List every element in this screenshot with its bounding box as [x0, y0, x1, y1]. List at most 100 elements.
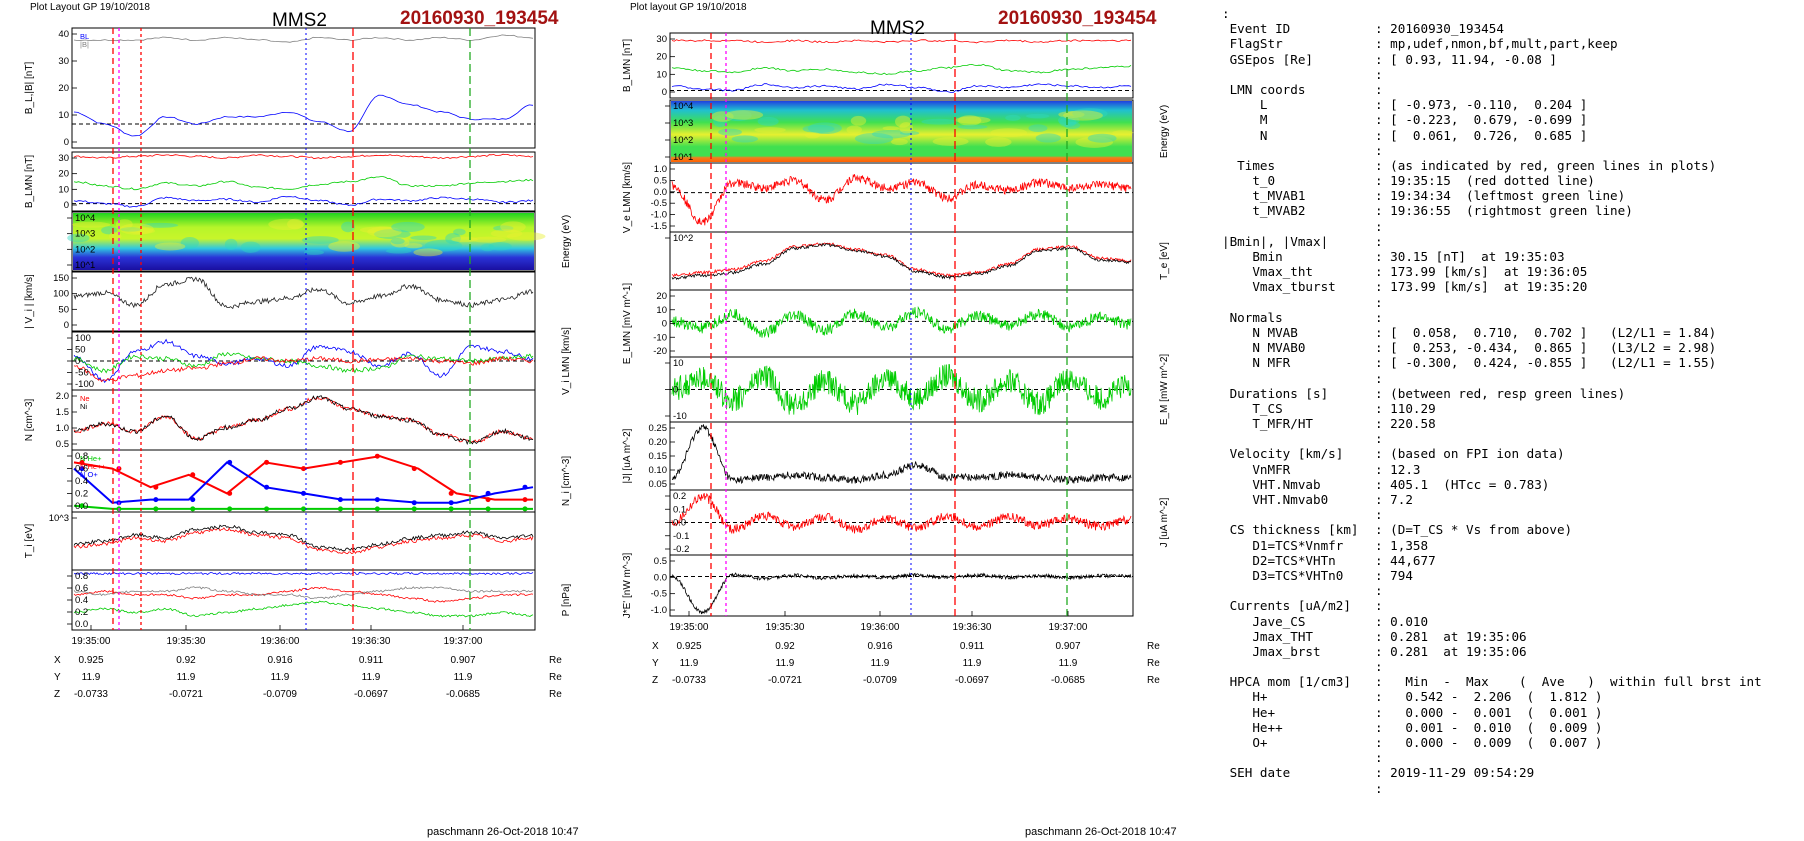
spectrogram-blob [990, 128, 1028, 138]
x-tick-label: 19:36:00 [861, 622, 900, 633]
spectrogram-blob [506, 232, 546, 241]
data-point [79, 459, 85, 465]
axis-label: N [cm^-3] [24, 399, 35, 442]
spectrogram-blob [985, 137, 1012, 147]
data-point [522, 506, 528, 512]
coord-value: -0.0709 [863, 675, 897, 686]
coord-value: 0.907 [1055, 641, 1080, 652]
info-key: D2=TCS*VHTn [1222, 552, 1336, 568]
spectrogram-blob [1059, 117, 1077, 128]
spectrogram-blob [725, 110, 764, 120]
y-tick-label: -10 [673, 411, 687, 422]
info-row: T_MFR/HT: 220.58 [1222, 416, 1762, 431]
spectrogram-blob [1057, 115, 1080, 126]
y-tick-label: 100 [75, 333, 91, 344]
info-value: : 0.542 - 2.206 ( 1.812 ) [1375, 689, 1603, 705]
data-point [448, 506, 454, 512]
info-key: Currents [uA/m2] [1222, 598, 1351, 614]
data-point [485, 506, 491, 512]
series-t [671, 242, 1132, 281]
spectrogram-blob [899, 122, 914, 134]
info-value: : 19:35:15 (red dotted line) [1375, 173, 1595, 189]
coord-unit: Re [549, 655, 562, 666]
series-bn [671, 83, 1132, 93]
spectrogram-blob [713, 115, 728, 128]
y-tick-label: 0.0 [654, 572, 667, 583]
y-tick-label: 0.15 [649, 451, 668, 462]
spectrogram-blob [490, 229, 523, 238]
info-value: : (as indicated by red, green lines in p… [1375, 157, 1717, 173]
info-key: t_0 [1222, 173, 1276, 189]
legend-entry: BL [80, 32, 89, 41]
coord-value: -0.0733 [74, 689, 108, 700]
info-value: : 7.2 [1375, 492, 1413, 507]
y-tick-label: -50 [75, 368, 89, 379]
spectrogram-blob [67, 233, 90, 243]
spectrogram-blob [240, 241, 261, 253]
info-row: Times: (as indicated by red, green lines… [1222, 158, 1762, 173]
info-key: VHT.Nmvab0 [1222, 492, 1329, 507]
x-tick-label: 19:36:00 [261, 636, 300, 647]
spectrogram-blob [957, 115, 982, 126]
spectrogram-blob [500, 221, 526, 233]
info-value: : Min - Max ( Ave ) within full brst int [1375, 674, 1762, 690]
legend-entry: Ni [80, 402, 87, 411]
spectrogram-blob [846, 125, 862, 134]
spectrogram-blob [493, 225, 514, 232]
spectrogram-fill [671, 101, 1132, 162]
coord-label: Z [652, 675, 658, 686]
series-bl [73, 153, 534, 160]
data-point [264, 484, 270, 490]
coord-label: Y [652, 658, 659, 669]
spectrogram-blob [303, 250, 324, 255]
y-tick-label: 0.25 [649, 423, 668, 434]
spectrogram-blob [72, 221, 111, 228]
info-row: LMN coords: [1222, 82, 1762, 97]
y-tick-label: 0.2 [673, 491, 686, 502]
coord-label: Z [54, 689, 60, 700]
spectrogram-blob [1035, 133, 1061, 143]
y-tick-label: -0.5 [651, 198, 667, 209]
info-row: : [1222, 659, 1762, 674]
info-key: D3=TCS*VHTn0 [1222, 567, 1344, 583]
coord-unit: Re [549, 689, 562, 700]
series-bl [671, 39, 1132, 44]
info-value: : [ 0.93, 11.94, -0.08 ] [1375, 51, 1557, 67]
coord-value: 0.925 [78, 655, 103, 666]
info-value: : [ 0.058, 0.710, 0.702 ] (L2/L1 = 1.84) [1375, 324, 1717, 340]
spectrogram-blob [391, 221, 425, 233]
x-tick-label: 19:35:00 [670, 622, 709, 633]
info-row: Bmin: 30.15 [nT] at 19:35:03 [1222, 249, 1762, 264]
series-vn [73, 355, 534, 383]
info-row: : [1222, 295, 1762, 310]
data-point [79, 466, 85, 472]
info-row: t_0 : 19:35:15 (red dotted line) [1222, 173, 1762, 188]
axis-label: E_LMN [mV m^-1] [622, 283, 633, 365]
spectrogram-blob [1075, 136, 1114, 148]
coord-value: 11.9 [362, 672, 381, 683]
info-row: N: [ 0.061, 0.726, 0.685 ] [1222, 128, 1762, 143]
y-tick-label: 0.20 [649, 437, 668, 448]
info-key: SEH date [1222, 765, 1291, 781]
info-value: : [1375, 659, 1383, 675]
info-row: VnMFR: 12.3 [1222, 462, 1762, 477]
coord-value: 0.92 [176, 655, 196, 666]
data-point [411, 466, 417, 472]
legend-entry: |B| [80, 40, 89, 49]
spectrogram-blob [385, 248, 412, 254]
series-j [671, 424, 1132, 485]
info-key: D1=TCS*Vnmfr [1222, 537, 1344, 553]
y-tick-label: 0.5 [654, 556, 667, 567]
y-tick-label: 10 [58, 110, 69, 121]
y-tick-label: -10 [653, 332, 667, 343]
info-value: : mp,udef,nmon,bf,mult,part,keep [1375, 36, 1618, 52]
spectrogram-blob [470, 236, 507, 243]
info-key: He+ [1222, 704, 1276, 720]
y-tick-label: 10 [673, 358, 684, 369]
panel-frame [669, 32, 1134, 99]
data-point [337, 497, 343, 503]
y-tick-label: 20 [58, 169, 69, 180]
spectrogram-blob [224, 238, 238, 250]
coord-value: -0.0721 [169, 689, 203, 700]
data-point [301, 506, 306, 512]
